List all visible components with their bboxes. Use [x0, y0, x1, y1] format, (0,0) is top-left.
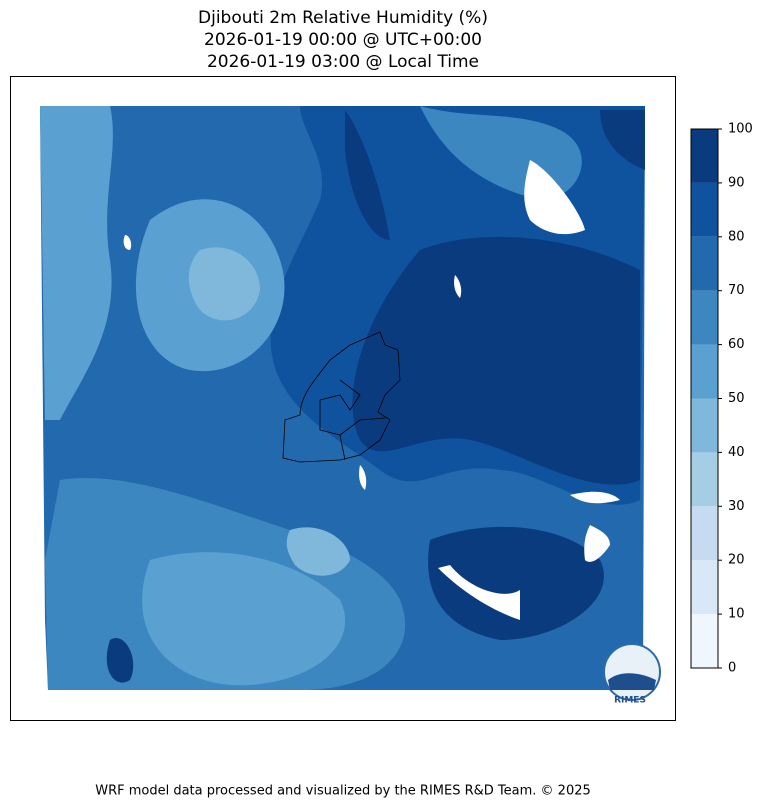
colorbar-bin: [691, 344, 718, 399]
title-line: 2026-01-19 03:00 @ Local Time: [207, 52, 479, 72]
title-line: 2026-01-19 00:00 @ UTC+00:00: [204, 30, 482, 50]
colorbar-bin: [691, 236, 718, 291]
colorbar-tick-label: 70: [728, 283, 745, 298]
colorbar-bin: [691, 398, 718, 453]
colorbar-tick-label: 90: [728, 175, 745, 190]
footer: WRF model data processed and visualized …: [95, 784, 591, 799]
colorbar-tick-label: 30: [728, 499, 745, 514]
colorbar-tick-label: 100: [728, 122, 753, 137]
humidity-field: [40, 106, 645, 690]
colorbar-tick-label: 60: [728, 337, 745, 352]
colorbar-bin: [691, 506, 718, 561]
colorbar-bin: [691, 129, 718, 183]
colorbar-tick-label: 80: [728, 229, 745, 244]
colorbar-tick-label: 10: [728, 607, 745, 622]
title-line: Djibouti 2m Relative Humidity (%): [198, 8, 488, 28]
colorbar-tick-label: 50: [728, 391, 745, 406]
colorbar-bin: [691, 452, 718, 507]
colorbar-bin: [691, 182, 718, 237]
logo: RIMES: [603, 643, 661, 706]
colorbar-tick-label: 0: [728, 661, 736, 676]
colorbar-tick-label: 20: [728, 553, 745, 568]
logo-text: RIMES: [614, 696, 646, 706]
colorbar-bin: [691, 290, 718, 345]
colorbar-bin: [691, 614, 718, 668]
colorbar-bin: [691, 560, 718, 615]
colorbar-tick-label: 40: [728, 445, 745, 460]
colorbar: 0 10 20 30 40 50 60 70 80 90 100: [690, 122, 753, 676]
